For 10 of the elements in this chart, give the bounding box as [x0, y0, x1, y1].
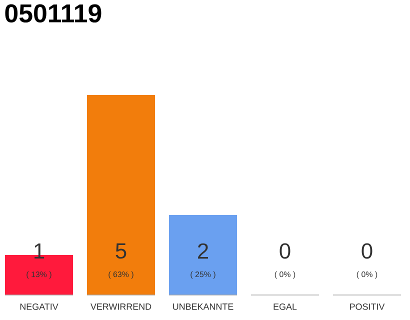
x-tick-label: UNBEKANNTE: [173, 304, 234, 310]
x-tick-label: VERWIRREND: [90, 304, 152, 310]
data-label: 0: [362, 243, 372, 259]
x-tick-label: NEGATIV: [20, 304, 58, 310]
x-tick-label: EGAL: [274, 304, 297, 310]
data-label: 2: [198, 243, 208, 259]
data-label: 5: [116, 243, 126, 259]
data-label: 0: [280, 243, 290, 259]
chart-title: 0501119: [5, 4, 102, 23]
x-tick-label: POSITIV: [350, 304, 385, 310]
